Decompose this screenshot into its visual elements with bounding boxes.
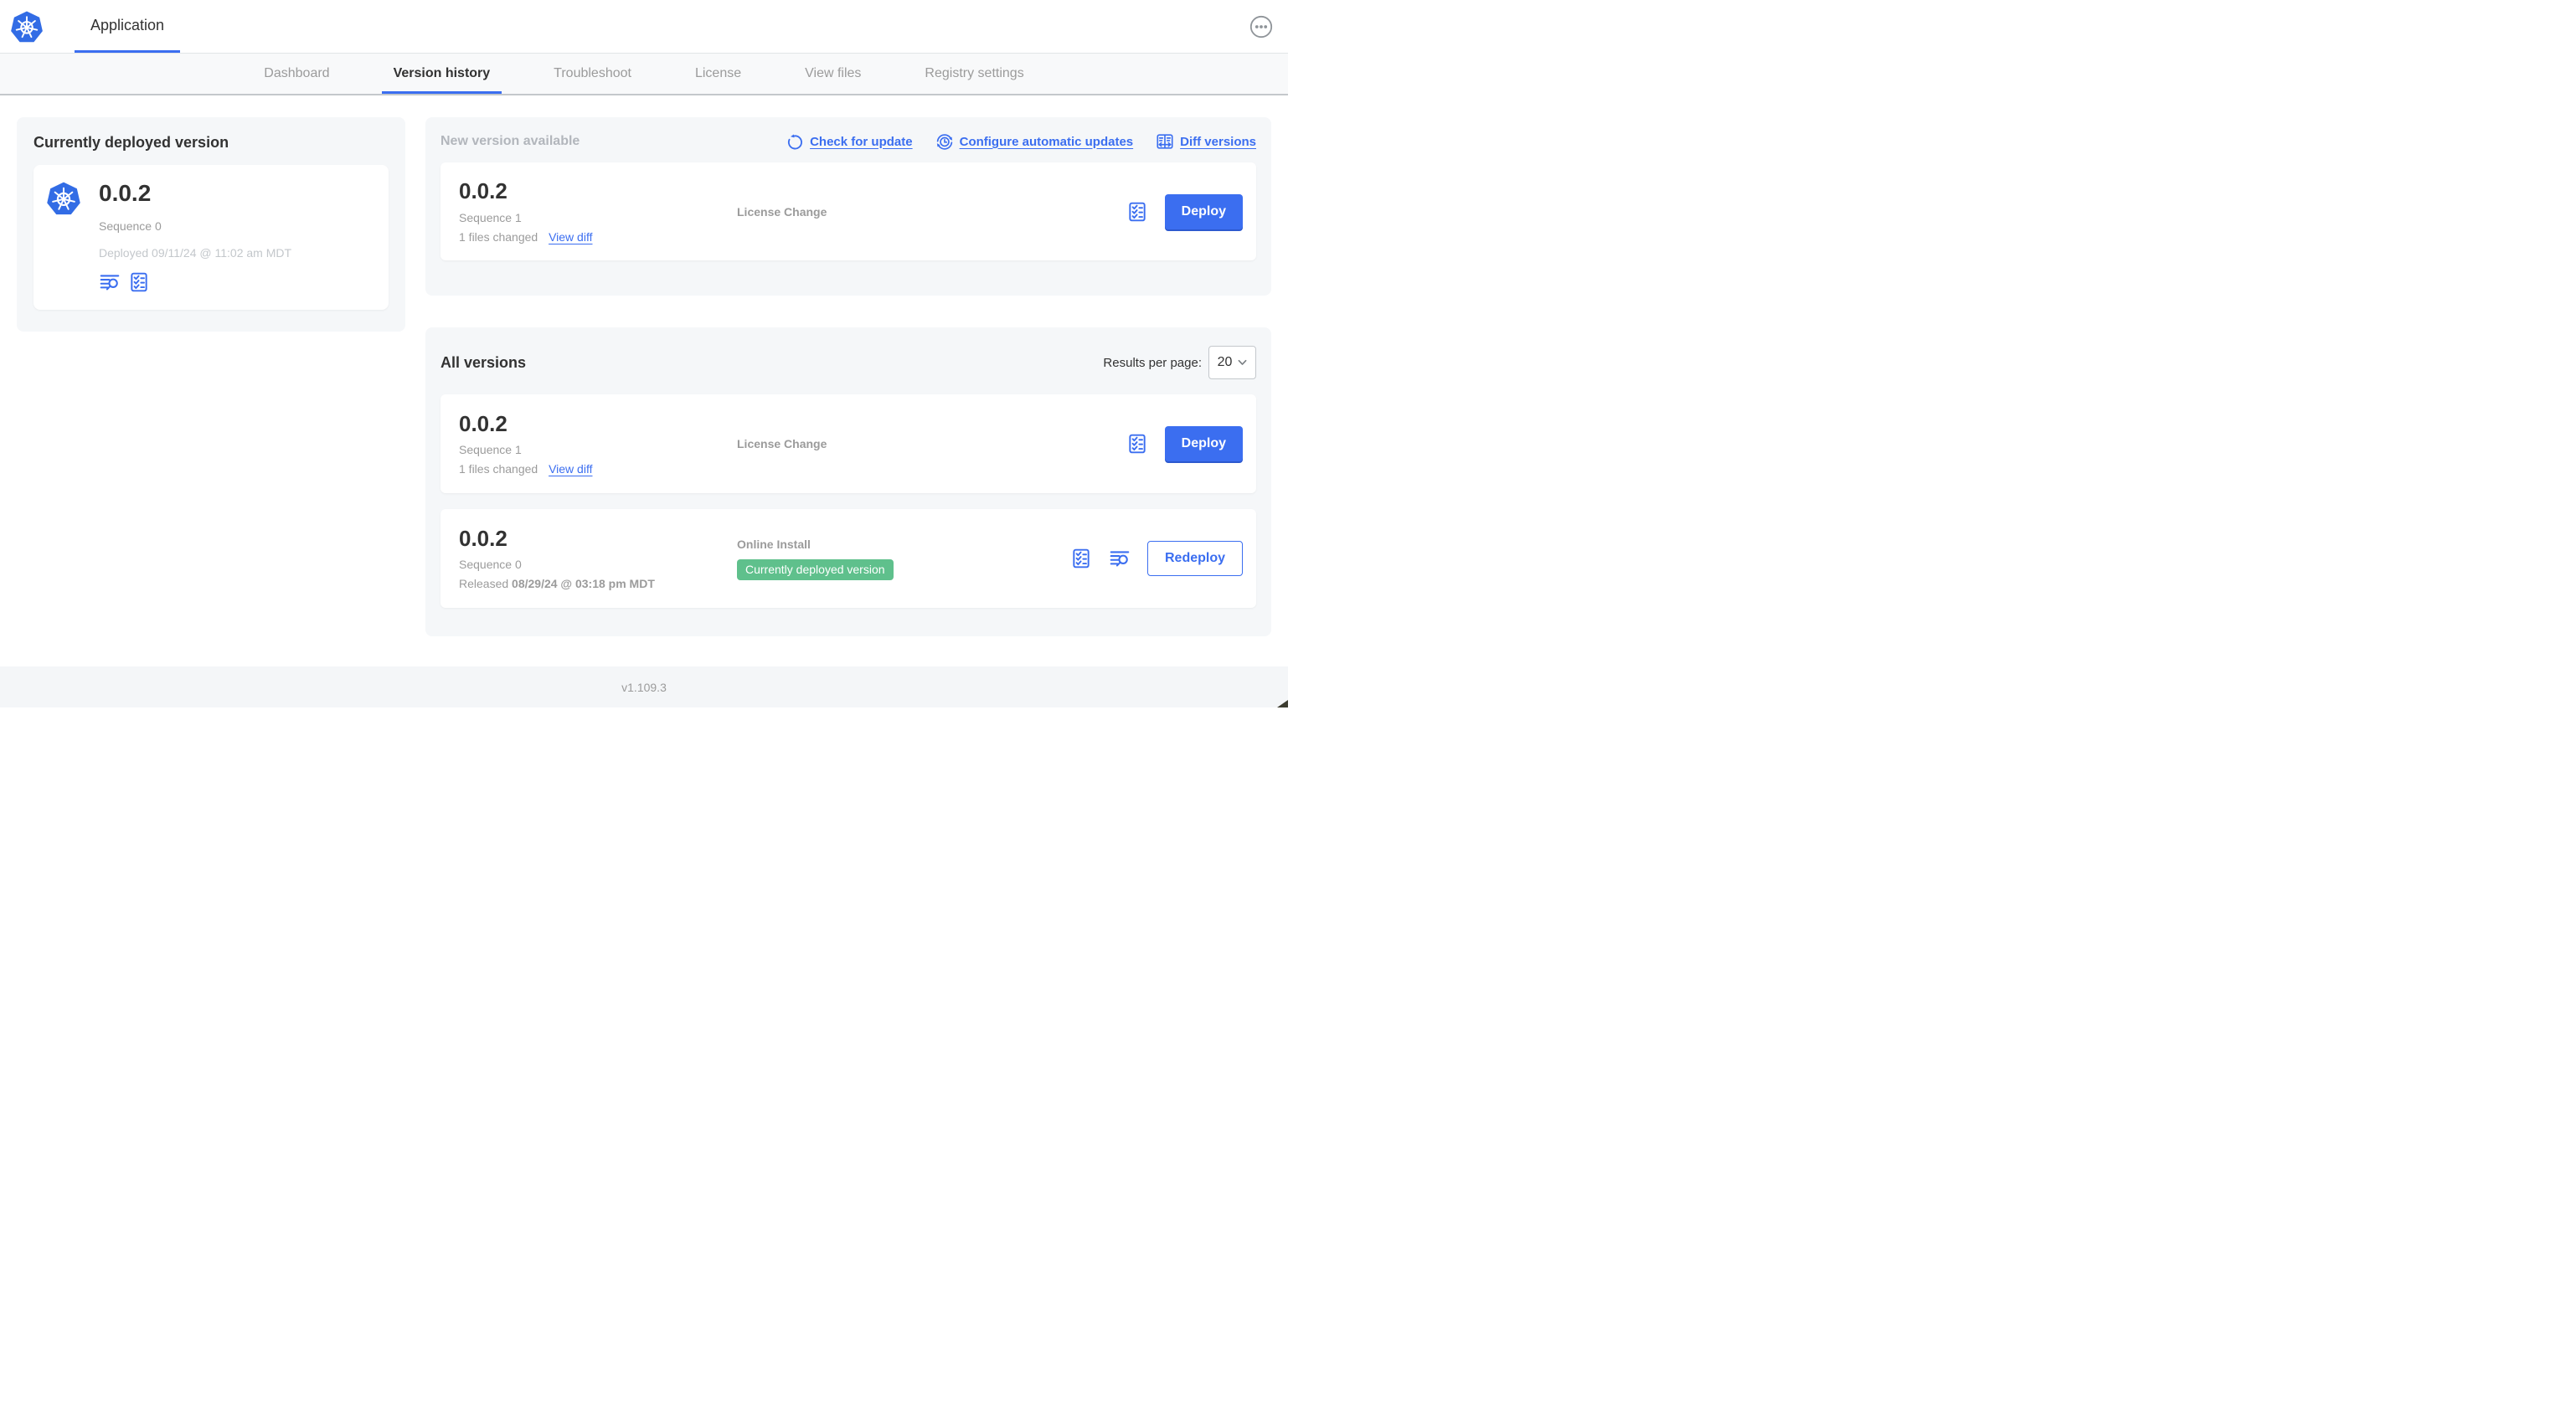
version-row: 0.0.2 Sequence 1 1 files changed View di… (440, 394, 1256, 493)
all-versions-panel: All versions Results per page: 20 0.0.2 … (425, 327, 1271, 636)
currently-deployed-panel: Currently deployed version 0.0.2 Sequenc… (17, 117, 405, 332)
view-diff-link[interactable]: View diff (549, 229, 593, 244)
ellipsis-icon (1249, 15, 1273, 39)
check-for-update-link[interactable]: Check for update (786, 132, 913, 151)
ellipsis-menu-button[interactable] (1249, 15, 1273, 39)
version-actions: Deploy (1126, 193, 1243, 229)
app-title: Application (90, 16, 165, 33)
deployed-version-details: 0.0.2 Sequence 0 Deployed 09/11/24 @ 11:… (99, 180, 291, 293)
view-logs-button[interactable] (99, 271, 121, 293)
files-changed-label: 1 files changed (459, 462, 538, 476)
preflight-checks-button[interactable] (128, 271, 150, 293)
preflight-checks-icon (128, 271, 150, 293)
version-info: 0.0.2 Sequence 1 1 files changed View di… (459, 412, 737, 476)
deployed-version-actions (99, 271, 291, 293)
version-status: License Change (737, 437, 1126, 450)
header-spacer (180, 0, 1249, 53)
version-info: 0.0.2 Sequence 1 1 files changed View di… (459, 179, 737, 244)
version-source-label: License Change (737, 204, 827, 219)
right-column: New version available Check for update C… (425, 117, 1271, 666)
deploy-button[interactable]: Deploy (1164, 193, 1243, 229)
app-header: Application (0, 0, 1288, 54)
results-per-page-label: Results per page: (1103, 355, 1202, 370)
version-source-label: Online Install (737, 537, 811, 551)
version-number: 0.0.2 (99, 180, 152, 206)
version-number: 0.0.2 (459, 178, 507, 204)
sequence-label: Sequence 0 (459, 558, 522, 572)
currently-deployed-badge: Currently deployed version (737, 558, 894, 580)
preflight-checks-button[interactable] (1070, 548, 1092, 569)
released-timestamp: Released 08/29/24 @ 03:18 pm MDT (459, 577, 655, 591)
results-per-page-select[interactable]: 20 (1208, 346, 1256, 379)
deployed-version-card: 0.0.2 Sequence 0 Deployed 09/11/24 @ 11:… (33, 165, 389, 311)
auto-update-clock-icon (935, 132, 954, 151)
version-actions: Deploy (1126, 426, 1243, 461)
tab-view-files[interactable]: View files (805, 66, 862, 80)
version-status: Online Install Currently deployed versio… (737, 538, 1070, 580)
preflight-checks-button[interactable] (1126, 433, 1148, 455)
new-version-card: 0.0.2 Sequence 1 1 files changed View di… (440, 162, 1256, 260)
preflight-checks-button[interactable] (1126, 201, 1148, 223)
tab-version-history[interactable]: Version history (381, 54, 502, 94)
main-content: Currently deployed version 0.0.2 Sequenc… (0, 95, 1288, 666)
version-info: 0.0.2 Sequence 0 Released 08/29/24 @ 03:… (459, 527, 737, 591)
version-status: License Change (737, 205, 1126, 219)
files-changed-label: 1 files changed (459, 229, 538, 244)
tab-dashboard[interactable]: Dashboard (264, 66, 330, 80)
sequence-label: Sequence 1 (459, 443, 522, 457)
footer: v1.109.3 (0, 666, 1288, 708)
preflight-checks-icon (1070, 548, 1092, 569)
preflight-checks-icon (1126, 201, 1148, 223)
currently-deployed-title: Currently deployed version (33, 134, 229, 151)
new-version-header: New version available Check for update C… (440, 132, 1256, 151)
view-logs-button[interactable] (1109, 548, 1131, 569)
diff-versions-link[interactable]: Diff versions (1156, 132, 1256, 151)
redeploy-button[interactable]: Redeploy (1146, 541, 1243, 576)
new-version-actions: Check for update Configure automatic upd… (786, 132, 1256, 151)
new-version-title: New version available (440, 134, 580, 148)
sequence-label: Sequence 0 (99, 219, 162, 234)
version-actions: Redeploy (1070, 541, 1243, 576)
tab-registry-settings[interactable]: Registry settings (925, 66, 1024, 80)
app-title-tab[interactable]: Application (75, 0, 181, 53)
logs-icon (1109, 548, 1131, 569)
results-per-page-value: 20 (1217, 355, 1233, 369)
results-per-page: Results per page: 20 (1103, 346, 1256, 379)
kubernetes-logo-icon (9, 0, 44, 53)
diff-icon (1156, 132, 1174, 151)
all-versions-header: All versions Results per page: 20 (440, 346, 1256, 379)
version-number: 0.0.2 (459, 525, 507, 551)
chevron-down-icon (1238, 359, 1247, 366)
footer-version: v1.109.3 (621, 681, 667, 694)
view-diff-link[interactable]: View diff (549, 462, 593, 476)
sequence-label: Sequence 1 (459, 210, 522, 224)
new-version-panel: New version available Check for update C… (425, 117, 1271, 296)
configure-automatic-updates-link[interactable]: Configure automatic updates (935, 132, 1133, 151)
refresh-icon (786, 132, 804, 151)
logs-icon (99, 271, 121, 293)
all-versions-title: All versions (440, 353, 527, 371)
tab-troubleshoot[interactable]: Troubleshoot (554, 66, 631, 80)
kubernetes-logo-icon (45, 180, 82, 217)
all-versions-list: 0.0.2 Sequence 1 1 files changed View di… (440, 394, 1256, 608)
cursor-artifact (1277, 700, 1288, 708)
nav-tabs: Dashboard Version history Troubleshoot L… (0, 54, 1288, 95)
version-number: 0.0.2 (459, 410, 507, 436)
version-source-label: License Change (737, 437, 827, 450)
deployed-timestamp: Deployed 09/11/24 @ 11:02 am MDT (99, 246, 292, 260)
deploy-button[interactable]: Deploy (1164, 426, 1243, 461)
preflight-checks-icon (1126, 433, 1148, 455)
tab-license[interactable]: License (694, 66, 742, 80)
version-row: 0.0.2 Sequence 0 Released 08/29/24 @ 03:… (440, 509, 1256, 608)
